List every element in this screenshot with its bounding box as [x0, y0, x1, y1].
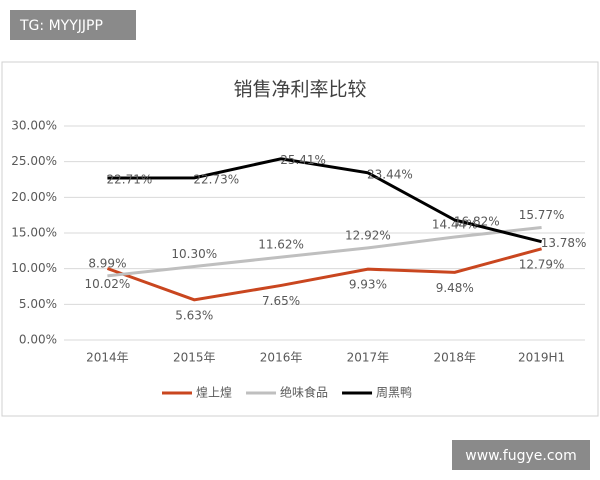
y-tick-label: 10.00% — [11, 261, 57, 275]
legend-label: 煌上煌 — [196, 386, 232, 400]
y-tick-label: 30.00% — [11, 119, 57, 133]
y-tick-label: 20.00% — [11, 190, 57, 204]
watermark: TG: MYYJJPP — [19, 18, 103, 34]
data-label: 23.44% — [367, 167, 413, 181]
chart-frame — [1, 61, 599, 417]
legend-label: 周黑鸭 — [376, 386, 412, 400]
data-label: 5.63% — [175, 308, 213, 322]
data-label: 11.62% — [258, 238, 304, 252]
data-label: 22.73% — [193, 172, 239, 186]
watermark-box — [10, 10, 136, 40]
x-tick-label: 2019H1 — [518, 351, 565, 365]
data-label: 22.71% — [107, 173, 153, 187]
y-tick-label: 15.00% — [11, 226, 57, 240]
x-tick-label: 2018年 — [433, 351, 476, 365]
data-label: 10.02% — [85, 277, 131, 291]
series-line — [107, 157, 542, 244]
data-label: 16.82% — [454, 215, 500, 229]
data-label: 7.65% — [262, 294, 300, 308]
data-label: 9.48% — [436, 281, 474, 295]
y-tick-label: 25.00% — [11, 154, 57, 168]
x-tick-label: 2016年 — [260, 351, 303, 365]
legend-label: 绝味食品 — [280, 385, 328, 400]
data-label: 14.44% — [432, 217, 478, 231]
data-label: 9.93% — [349, 278, 387, 292]
data-label: 25.41% — [280, 153, 326, 167]
watermark-box — [452, 440, 590, 470]
data-label: 15.77% — [519, 208, 565, 222]
y-tick-label: 0.00% — [19, 333, 57, 347]
watermark: www.fugye.com — [465, 448, 576, 464]
series-line — [107, 226, 542, 278]
x-tick-label: 2014年 — [86, 351, 129, 365]
data-label: 13.78% — [541, 236, 587, 250]
data-label: 12.92% — [345, 228, 391, 242]
chart-title: 销售净利率比较 — [233, 79, 366, 101]
data-label: 10.30% — [171, 247, 217, 261]
x-tick-label: 2017年 — [347, 351, 390, 365]
y-tick-label: 5.00% — [19, 297, 57, 311]
data-label: 12.79% — [519, 257, 565, 271]
series-line — [106, 247, 542, 302]
data-label: 8.99% — [88, 256, 126, 270]
x-tick-label: 2015年 — [173, 351, 216, 365]
